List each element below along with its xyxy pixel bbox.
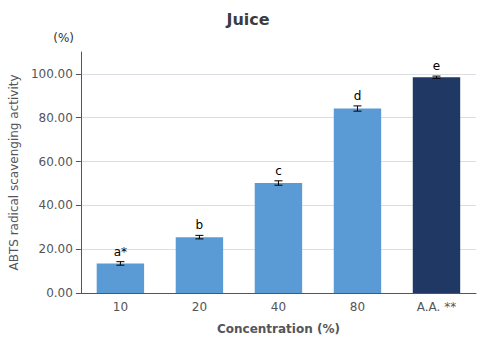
svg-text:10: 10 xyxy=(113,300,128,314)
svg-text:ABTS radical scavenging activi: ABTS radical scavenging activity xyxy=(7,74,21,270)
svg-text:40.00: 40.00 xyxy=(39,198,73,212)
svg-text:c: c xyxy=(275,164,282,178)
svg-text:b: b xyxy=(196,218,204,232)
svg-text:Concentration (%): Concentration (%) xyxy=(217,322,340,336)
svg-text:a*: a* xyxy=(114,245,127,259)
svg-text:20.00: 20.00 xyxy=(39,242,73,256)
svg-text:80: 80 xyxy=(350,300,365,314)
svg-text:40: 40 xyxy=(271,300,286,314)
svg-text:60.00: 60.00 xyxy=(39,155,73,169)
svg-text:A.A. **: A.A. ** xyxy=(417,300,456,314)
svg-text:20: 20 xyxy=(192,300,207,314)
svg-text:0.00: 0.00 xyxy=(46,286,73,300)
svg-text:e: e xyxy=(433,59,440,73)
svg-text:d: d xyxy=(354,89,362,103)
svg-text:(%): (%) xyxy=(53,31,74,45)
svg-text:100.00: 100.00 xyxy=(31,67,73,81)
svg-text:80.00: 80.00 xyxy=(39,111,73,125)
svg-text:Juice: Juice xyxy=(225,10,269,29)
